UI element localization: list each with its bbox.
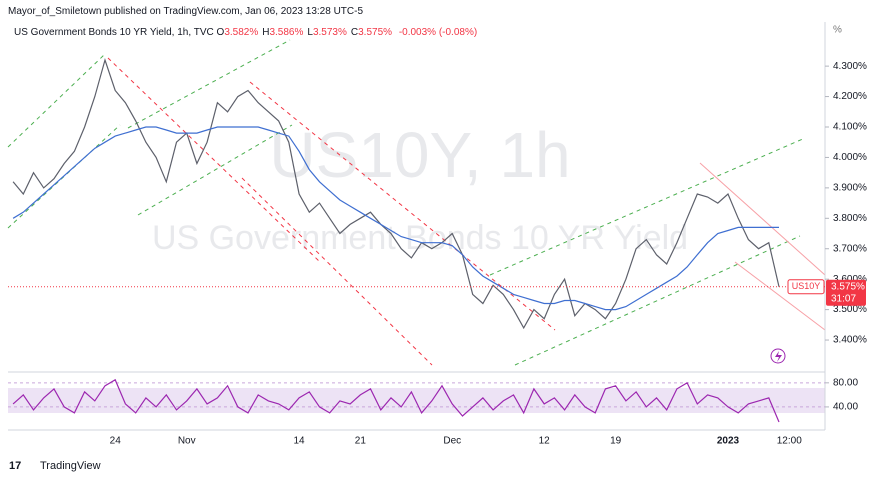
alert-icon[interactable] <box>770 348 786 364</box>
ohlc: O3.582% H3.586% L3.573% C3.575% <box>217 27 397 38</box>
symbol-line: US Government Bonds 10 YR Yield, 1h, TVC <box>14 27 214 38</box>
x-tick-label: Nov <box>178 436 196 447</box>
y-tick-label: 80.00 <box>833 377 858 388</box>
y-tick-label: 3.600% <box>833 274 867 285</box>
x-tick-label: 2023 <box>717 436 740 447</box>
ohlc-key: H <box>262 27 270 38</box>
channel-line <box>249 81 556 331</box>
y-tick-label: 3.500% <box>833 304 867 315</box>
channel-line <box>127 39 291 129</box>
channel-line <box>137 124 293 216</box>
watermark-symbol: US10Y, 1h <box>269 119 570 191</box>
footer-logo: 17 <box>9 460 21 472</box>
ohlc-key: O <box>216 27 225 38</box>
series-line <box>12 57 780 330</box>
series-line <box>12 378 780 423</box>
ohlc-value: 3.575% <box>358 27 393 38</box>
channels <box>7 39 806 366</box>
change: -0.003% (-0.08%) <box>398 27 478 38</box>
y-tick-label: 3.800% <box>833 213 867 224</box>
ohlc-key: C <box>350 27 359 38</box>
price-tag-label: 3.575% <box>831 281 865 292</box>
series-line <box>12 126 779 311</box>
ohlc-key: L <box>307 27 313 38</box>
legend: US Government Bonds 10 YR Yield, 1h, TVC… <box>14 27 477 38</box>
ohlc-value: 3.573% <box>312 27 347 38</box>
y-tick-label: 4.200% <box>833 91 867 102</box>
published-note: Mayor_of_Smiletown published on TradingV… <box>8 6 364 17</box>
watermark-name: US Government Bonds 10 YR Yield <box>152 219 688 257</box>
price-tag <box>826 279 866 306</box>
y-tick-label: 3.400% <box>833 335 867 346</box>
x-tick-label: 14 <box>293 436 305 447</box>
x-tick-label: 19 <box>610 436 622 447</box>
channel-line <box>107 57 321 263</box>
x-tick-label: 12 <box>539 436 551 447</box>
y-tick-label: 4.300% <box>833 61 867 72</box>
x-tick-label: 24 <box>110 436 122 447</box>
symbol-tag-text: US10Y <box>792 281 821 291</box>
ohlc-value: 3.582% <box>224 27 259 38</box>
x-tick-label: 21 <box>355 436 367 447</box>
y-tick-label: 4.000% <box>833 152 867 163</box>
price-tag-countdown: 31:07 <box>831 293 856 304</box>
footer-brand: TradingView <box>40 460 101 472</box>
x-tick-label: 12:00 <box>777 436 802 447</box>
unit-label: % <box>833 25 842 36</box>
y-tick-label: 3.900% <box>833 183 867 194</box>
symbol-tag <box>787 279 825 295</box>
channel-line <box>489 137 806 276</box>
x-tick-label: Dec <box>443 436 461 447</box>
y-tick-label: 3.700% <box>833 243 867 254</box>
channel-line <box>7 54 105 148</box>
rsi-band <box>8 388 825 413</box>
trend-line <box>699 162 826 276</box>
y-tick-label: 4.100% <box>833 122 867 133</box>
ohlc-value: 3.586% <box>269 27 304 38</box>
y-tick-label: 40.00 <box>833 402 858 413</box>
channel-line <box>7 124 121 229</box>
trend-line <box>734 261 826 331</box>
alert-bolt <box>775 351 782 362</box>
